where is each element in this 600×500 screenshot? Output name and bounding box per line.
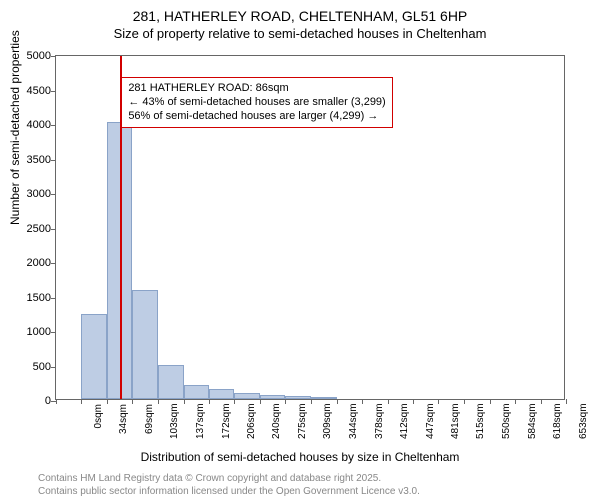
x-tick-mark — [209, 399, 210, 404]
annotation-line: 56% of semi-detached houses are larger (… — [128, 109, 385, 123]
x-tick-label: 550sqm — [501, 399, 512, 439]
x-tick-label: 309sqm — [322, 399, 333, 439]
x-tick-label: 103sqm — [169, 399, 180, 439]
annotation-box: 281 HATHERLEY ROAD: 86sqm← 43% of semi-d… — [121, 77, 392, 128]
histogram-bar — [311, 397, 336, 399]
x-tick-label: 0sqm — [93, 399, 104, 439]
histogram-bar — [260, 395, 285, 399]
x-tick-label: 412sqm — [399, 399, 410, 439]
x-tick-label: 378sqm — [374, 399, 385, 439]
x-tick-label: 344sqm — [348, 399, 359, 439]
x-tick-label: 584sqm — [527, 399, 538, 439]
x-tick-label: 653sqm — [578, 399, 589, 439]
x-tick-mark — [337, 399, 338, 404]
y-tick-mark — [51, 367, 56, 368]
x-tick-mark — [541, 399, 542, 404]
histogram-bar — [132, 290, 157, 399]
x-tick-label: 515sqm — [475, 399, 486, 439]
x-tick-mark — [158, 399, 159, 404]
x-tick-mark — [362, 399, 363, 404]
x-tick-mark — [107, 399, 108, 404]
chart-title: 281, HATHERLEY ROAD, CHELTENHAM, GL51 6H… — [0, 0, 600, 24]
y-tick-mark — [51, 125, 56, 126]
footer-line-2: Contains public sector information licen… — [38, 485, 420, 498]
x-tick-label: 618sqm — [552, 399, 563, 439]
x-tick-mark — [81, 399, 82, 404]
x-tick-mark — [438, 399, 439, 404]
x-tick-label: 481sqm — [450, 399, 461, 439]
x-tick-label: 172sqm — [221, 399, 232, 439]
y-tick-mark — [51, 56, 56, 57]
x-tick-mark — [566, 399, 567, 404]
x-tick-mark — [311, 399, 312, 404]
x-tick-label: 240sqm — [271, 399, 282, 439]
x-tick-label: 447sqm — [425, 399, 436, 439]
footer-attribution: Contains HM Land Registry data © Crown c… — [38, 472, 420, 498]
x-tick-label: 34sqm — [118, 399, 129, 439]
chart-container: 281, HATHERLEY ROAD, CHELTENHAM, GL51 6H… — [0, 0, 600, 500]
x-tick-mark — [464, 399, 465, 404]
x-tick-mark — [56, 399, 57, 404]
x-tick-mark — [490, 399, 491, 404]
x-tick-mark — [413, 399, 414, 404]
x-tick-mark — [184, 399, 185, 404]
footer-line-1: Contains HM Land Registry data © Crown c… — [38, 472, 420, 485]
x-tick-mark — [388, 399, 389, 404]
annotation-line: 281 HATHERLEY ROAD: 86sqm — [128, 81, 385, 95]
x-tick-mark — [260, 399, 261, 404]
chart-subtitle: Size of property relative to semi-detach… — [0, 24, 600, 41]
histogram-bar — [285, 396, 311, 399]
x-axis-label: Distribution of semi-detached houses by … — [0, 450, 600, 464]
histogram-bar — [209, 389, 234, 399]
histogram-bar — [234, 393, 260, 399]
y-tick-mark — [51, 332, 56, 333]
y-axis-label: Number of semi-detached properties — [8, 30, 22, 225]
y-tick-mark — [51, 298, 56, 299]
y-tick-mark — [51, 160, 56, 161]
x-tick-label: 69sqm — [144, 399, 155, 439]
x-tick-label: 275sqm — [297, 399, 308, 439]
annotation-line: ← 43% of semi-detached houses are smalle… — [128, 95, 385, 109]
x-tick-mark — [234, 399, 235, 404]
y-tick-mark — [51, 194, 56, 195]
x-tick-mark — [515, 399, 516, 404]
x-tick-label: 206sqm — [246, 399, 257, 439]
y-tick-mark — [51, 229, 56, 230]
x-tick-label: 137sqm — [195, 399, 206, 439]
histogram-bar — [81, 314, 107, 399]
plot-area: 0500100015002000250030003500400045005000… — [55, 55, 565, 400]
histogram-bar — [184, 385, 209, 399]
y-tick-mark — [51, 91, 56, 92]
x-tick-mark — [285, 399, 286, 404]
x-tick-mark — [132, 399, 133, 404]
histogram-bar — [158, 365, 184, 400]
y-tick-mark — [51, 263, 56, 264]
